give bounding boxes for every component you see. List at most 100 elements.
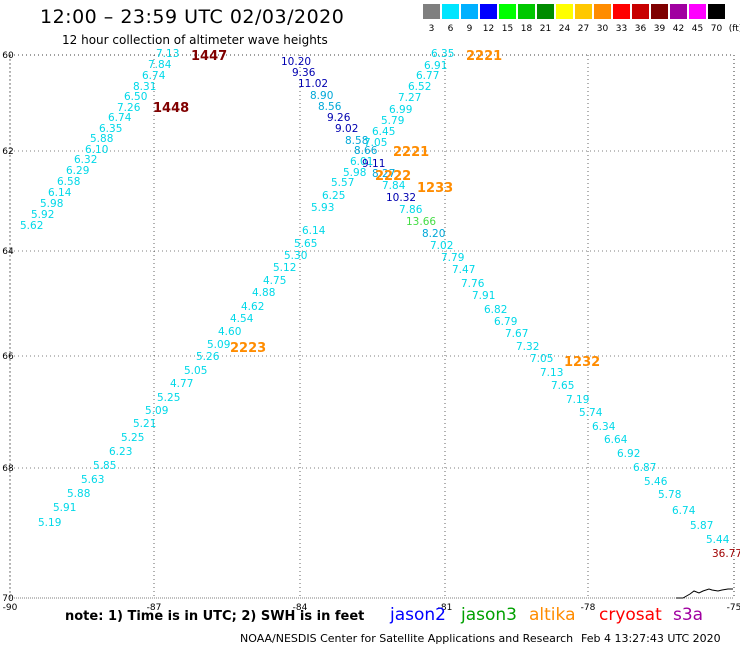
satellite-name: jason3 (461, 605, 517, 625)
wave-height-value: 7.91 (472, 290, 495, 302)
wave-height-value: 4.75 (263, 275, 286, 287)
wave-height-value: 8.31 (133, 81, 156, 93)
wave-height-value: 13.66 (406, 216, 436, 228)
wave-height-value: 6.52 (408, 81, 431, 93)
track-time-label: 2221 (393, 145, 429, 160)
wave-height-value: 6.87 (633, 462, 656, 474)
legend-swatch (423, 4, 440, 19)
wave-height-value: 8.90 (310, 90, 333, 102)
legend-label: 39 (653, 24, 666, 34)
wave-height-value: 5.25 (157, 392, 180, 404)
longitude-label: -75 (727, 603, 740, 613)
legend-swatch (480, 4, 497, 19)
wave-height-value: 5.91 (53, 502, 76, 514)
latitude-label: 66 (2, 352, 14, 362)
longitude-label: -78 (581, 603, 596, 613)
satellite-name: s3a (673, 605, 704, 625)
wave-height-value: 6.45 (372, 126, 395, 138)
satellite-name: cryosat (599, 605, 662, 625)
wave-height-value: 4.88 (252, 287, 275, 299)
wave-height-value: 5.92 (31, 209, 54, 221)
legend-label: 15 (501, 24, 514, 34)
wave-height-value: 5.88 (67, 488, 90, 500)
latitude-label: 60 (2, 51, 14, 61)
chart-subtitle: 12 hour collection of altimeter wave hei… (62, 33, 328, 47)
wave-height-value: 10.20 (281, 56, 311, 68)
wave-height-value: 6.50 (124, 91, 147, 103)
wave-height-value: 4.77 (170, 378, 193, 390)
wave-height-value: 7.05 (530, 353, 553, 365)
satellite-name: jason2 (390, 605, 446, 625)
wave-height-value: 9.11 (362, 158, 385, 170)
track-time-label: 1448 (153, 101, 189, 116)
wave-height-value: 8.20 (422, 228, 445, 240)
wave-height-value: 6.99 (389, 104, 412, 116)
wave-height-value: 8.58 (345, 135, 368, 147)
wave-height-value: 6.32 (74, 154, 97, 166)
wave-height-value: 5.98 (343, 167, 366, 179)
wave-height-value: 6.25 (322, 190, 345, 202)
wave-height-value: 7.86 (399, 204, 423, 216)
wave-height-value: 6.23 (109, 446, 132, 458)
credit-line: NOAA/NESDIS Center for Satellite Applica… (240, 632, 574, 645)
legend-label: 27 (577, 24, 590, 34)
legend-units: (ft) (728, 24, 740, 34)
wave-height-value: 6.14 (48, 187, 72, 199)
longitude-label: -90 (3, 603, 18, 613)
wave-height-value: 7.02 (430, 240, 453, 252)
wave-height-value: 6.74 (108, 112, 132, 124)
wave-height-value: 11.02 (298, 78, 328, 90)
wave-height-value: 7.84 (148, 59, 172, 71)
legend-swatch (537, 4, 554, 19)
legend-label: 33 (615, 24, 628, 34)
wave-height-value: 5.46 (644, 476, 668, 488)
legend-label: 9 (466, 24, 473, 34)
wave-height-value: 5.09 (145, 405, 168, 417)
wave-height-value: 6.77 (416, 70, 439, 82)
legend-swatch (613, 4, 630, 19)
wave-height-value: 5.25 (121, 432, 144, 444)
legend-swatch (518, 4, 535, 19)
wave-height-value: 5.65 (294, 238, 317, 250)
wave-height-value: 5.62 (20, 220, 43, 232)
wave-height-value: 5.05 (184, 365, 207, 377)
wave-height-value: 6.35 (99, 123, 122, 135)
wave-height-value: 5.21 (133, 418, 156, 430)
legend-swatch (442, 4, 459, 19)
wave-height-value: 6.29 (66, 165, 89, 177)
wave-height-value: 9.26 (327, 112, 351, 124)
legend-label: 12 (482, 24, 495, 34)
wave-height-value: 7.67 (505, 328, 528, 340)
wave-height-value: 7.32 (516, 341, 539, 353)
legend-label: 42 (672, 24, 685, 34)
wave-height-value: 5.19 (38, 517, 61, 529)
legend-label: 45 (691, 24, 704, 34)
legend-swatch (461, 4, 478, 19)
latitude-label: 64 (2, 247, 14, 257)
track-time-label: 1233 (417, 181, 453, 196)
wave-height-value: 7.05 (364, 137, 387, 149)
legend-swatch (632, 4, 649, 19)
wave-height-value: 6.91 (424, 60, 447, 72)
wave-height-value: 7.79 (441, 252, 464, 264)
wave-height-value: 5.30 (284, 250, 307, 262)
longitude-label: -84 (293, 603, 308, 613)
wave-height-value: 8.27 (372, 168, 395, 180)
wave-height-value: 7.13 (540, 367, 563, 379)
wave-height-value: 6.35 (431, 48, 454, 60)
wave-height-value: 6.64 (604, 434, 628, 446)
wave-height-value: 5.44 (706, 534, 730, 546)
latitude-label: 62 (2, 147, 13, 157)
legend-swatch (594, 4, 611, 19)
wave-height-value: 6.79 (494, 316, 517, 328)
wave-height-value: 7.76 (461, 278, 485, 290)
wave-height-value: 5.93 (311, 202, 334, 214)
wave-height-value: 6.74 (142, 70, 166, 82)
longitude-label: -81 (438, 603, 453, 613)
wave-height-value: 4.54 (230, 313, 254, 325)
satellite-name: altika (529, 605, 576, 625)
legend-swatch (499, 4, 516, 19)
legend-swatch (670, 4, 687, 19)
track-time-labels: 1447 1448 2221 2221 2222 1233 2223 1232 (153, 49, 600, 370)
legend-swatch (575, 4, 592, 19)
